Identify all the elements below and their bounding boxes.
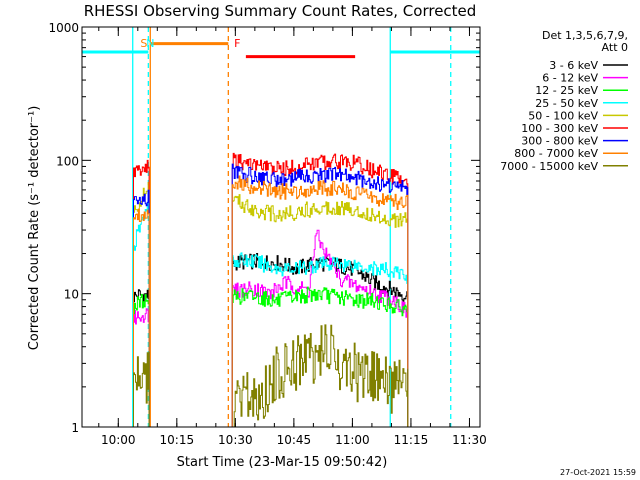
x-tick-label: 11:15	[394, 433, 429, 447]
legend-label-6: 100 - 300 keV	[521, 122, 598, 135]
series-line-6-12kev-part-1	[133, 308, 150, 427]
series-line-800-7000kev-part-1	[133, 208, 150, 427]
series-line-25-50kev-part-2	[231, 252, 409, 427]
y-tick-label: 1	[71, 421, 79, 435]
series-line-7000-15000kev-part-1	[133, 351, 150, 427]
series-line-50-100kev-part-2	[231, 194, 409, 427]
annotation-f: F	[234, 37, 240, 50]
x-tick-label: 10:45	[277, 433, 312, 447]
series-line-300-800kev-part-2	[231, 163, 409, 427]
x-axis-label: Start Time (23-Mar-15 09:50:42)	[177, 455, 388, 470]
footer-date: 27-Oct-2021 15:59	[560, 468, 636, 477]
x-tick-label: 11:00	[335, 433, 370, 447]
legend-label-5: 50 - 100 keV	[528, 109, 598, 122]
axes: 10:00 10:15 10:30 10:45 11:00 11:15 11:30 1 10 10…	[48, 21, 486, 447]
y-tick-label: 1000	[48, 21, 79, 35]
series-line-300-800kev-part-1	[133, 189, 150, 427]
legend-label-8: 800 - 7000 keV	[514, 147, 598, 160]
chart-title: RHESSI Observing Summary Count Rates, Co…	[84, 2, 477, 20]
legend-label-3: 12 - 25 keV	[535, 84, 598, 97]
x-tick-label: 10:00	[101, 433, 136, 447]
series-line-800-7000kev-part-2	[231, 175, 409, 427]
legend-header-line-2: Att 0	[602, 41, 628, 54]
series-line-12-25kev-part-2	[231, 286, 409, 427]
plot-frame	[81, 26, 481, 428]
x-tick-label: 10:30	[218, 433, 253, 447]
legend-label-4: 25 - 50 keV	[535, 97, 598, 110]
legend-label-1: 3 - 6 keV	[549, 59, 598, 72]
series-line-100-300kev-part-1	[133, 159, 150, 427]
series-line-100-300kev-part-2	[231, 152, 409, 427]
annotation-s: S	[140, 37, 147, 50]
annotation-n: N	[146, 37, 154, 50]
y-tick-label: 10	[64, 288, 79, 302]
x-tick-label: 11:30	[452, 433, 487, 447]
y-axis-label: Corrected Count Rate (s⁻¹ detector⁻¹)	[27, 106, 42, 351]
legend-label-7: 300 - 800 keV	[521, 135, 598, 148]
legend-header-line-1: Det 1,3,5,6,7,9,	[542, 29, 628, 42]
legend-label-2: 6 - 12 keV	[542, 72, 598, 85]
y-tick-label: 100	[56, 154, 79, 168]
plot-area: SN F	[82, 27, 480, 427]
series-line-12-25kev-part-1	[133, 293, 150, 427]
series-line-7000-15000kev-part-2	[232, 324, 409, 427]
x-tick-label: 10:15	[160, 433, 195, 447]
legend-label-9: 7000 - 15000 keV	[500, 160, 598, 173]
